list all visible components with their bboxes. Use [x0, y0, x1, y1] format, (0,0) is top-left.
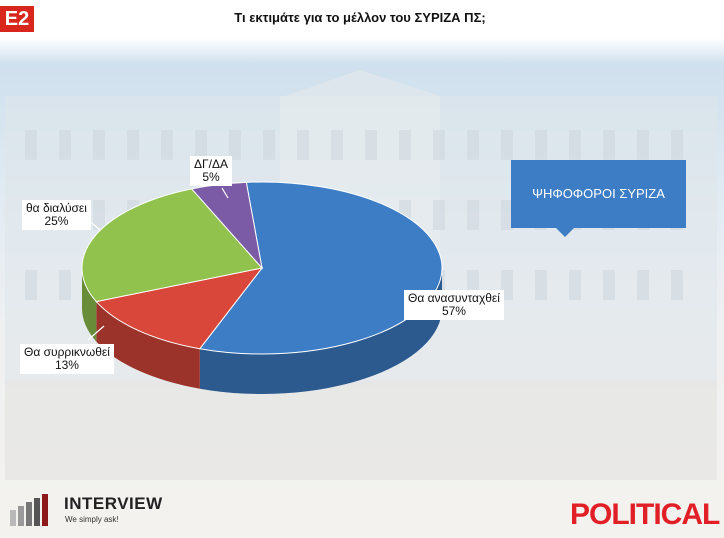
- channel-badge: Ε2: [0, 6, 34, 32]
- voters-callout: ΨΗΦΟΦΟΡΟΙ ΣΥΡΙΖΑ: [511, 160, 686, 237]
- pie-slice-side: [199, 268, 442, 394]
- slice-label-value: 57%: [441, 304, 466, 318]
- slice-label-text: θα διαλύσει: [26, 201, 87, 215]
- pie-slice-1: [95, 267, 264, 350]
- slice-label-value: 25%: [44, 214, 69, 228]
- slice-label-value: 5%: [202, 170, 220, 184]
- slice-leader-line: [221, 187, 229, 199]
- slice-label-text: Θα συρρικνωθεί: [24, 345, 110, 359]
- slice-label-value: 13%: [54, 358, 79, 372]
- slice-label-reorganize: Θα ανασυνταχθεί 57%: [404, 290, 504, 320]
- slice-label-text: Θα ανασυνταχθεί: [408, 291, 500, 305]
- pie-slice-2: [81, 188, 263, 303]
- pie-slice-0: [198, 181, 443, 355]
- interview-logo-name: INTERVIEW: [64, 494, 163, 513]
- interview-logo: INTERVIEW We simply ask!: [8, 490, 178, 530]
- interview-logo-tagline: We simply ask!: [65, 515, 119, 524]
- chart-title: Τι εκτιμάτε για το μέλλον του ΣΥΡΙΖΑ ΠΣ;: [234, 10, 486, 25]
- pie-slice-side: [82, 268, 97, 342]
- political-logo: POLITICAL: [570, 498, 720, 531]
- slice-label-shrink: Θα συρρικνωθεί 13%: [20, 344, 114, 374]
- slice-label-dissolve: θα διαλύσει 25%: [22, 200, 91, 230]
- slice-leader-line: [87, 325, 105, 341]
- interview-bars-icon: [10, 494, 48, 526]
- pie-slice-side: [96, 301, 200, 389]
- slice-label-dk-na: ΔΓ/ΔΑ 5%: [190, 156, 232, 186]
- slice-label-text: ΔΓ/ΔΑ: [194, 157, 228, 171]
